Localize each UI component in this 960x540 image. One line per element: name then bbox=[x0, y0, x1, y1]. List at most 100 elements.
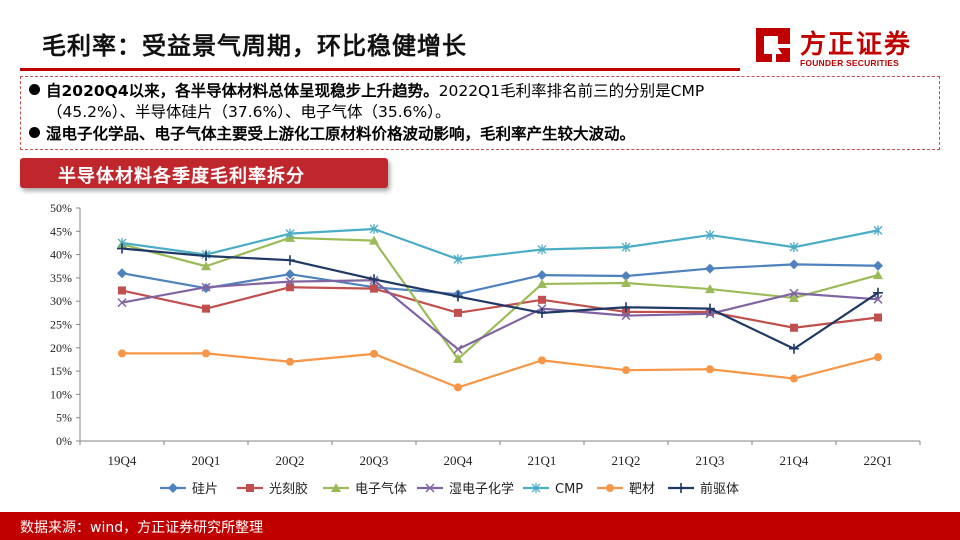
data-point-7 bbox=[369, 274, 379, 285]
legend-marker bbox=[676, 483, 686, 493]
data-point-7 bbox=[873, 287, 883, 298]
y-tick-label: 0% bbox=[56, 434, 72, 448]
series-line-7 bbox=[121, 247, 879, 350]
data-point-2 bbox=[286, 283, 294, 292]
footer-bar: 数据来源：wind，方正证券研究所整理 bbox=[0, 512, 960, 540]
summary-bullet-2: 湿电子化学品、电子气体主要受上游化工原材料价格波动影响，毛利率产生较大波动。 bbox=[29, 124, 635, 145]
founder-logo-icon bbox=[756, 28, 790, 62]
bullet-dot-icon bbox=[29, 127, 40, 138]
x-tick-label: 20Q2 bbox=[276, 453, 305, 468]
y-tick-label: 30% bbox=[50, 294, 72, 308]
bullet-2-text: 湿电子化学品、电子气体主要受上游化工原材料价格波动影响，毛利率产生较大波动。 bbox=[46, 125, 636, 143]
data-point-3 bbox=[537, 278, 547, 288]
data-point-2 bbox=[370, 284, 378, 293]
data-point-6 bbox=[790, 374, 798, 383]
x-tick-label: 21Q2 bbox=[612, 453, 641, 468]
data-point-5 bbox=[789, 242, 799, 253]
y-tick-label: 20% bbox=[50, 341, 72, 355]
series-line-6 bbox=[122, 352, 879, 389]
legend-label: 湿电子化学 bbox=[449, 481, 514, 497]
x-tick-label: 20Q4 bbox=[444, 453, 473, 468]
series-line-2 bbox=[121, 286, 879, 329]
bullet-1-rest: 2022Q1毛利率排名前三的分别是CMP bbox=[438, 82, 705, 100]
data-point-6 bbox=[370, 349, 378, 358]
chart-title-banner: 半导体材料各季度毛利率拆分 bbox=[20, 158, 388, 188]
chart-title: 半导体材料各季度毛利率拆分 bbox=[58, 166, 305, 187]
data-point-6 bbox=[874, 353, 882, 362]
legend-label: 电子气体 bbox=[355, 481, 407, 497]
data-point-4 bbox=[201, 282, 211, 292]
x-tick-label: 21Q1 bbox=[528, 453, 557, 468]
x-tick-label: 20Q3 bbox=[360, 453, 389, 468]
logo-name-en: FOUNDER SECURITIES bbox=[800, 58, 899, 68]
data-point-3 bbox=[873, 270, 883, 280]
data-point-2 bbox=[874, 313, 882, 322]
data-point-5 bbox=[537, 244, 547, 255]
data-point-1 bbox=[117, 268, 127, 279]
data-point-2 bbox=[118, 286, 126, 295]
data-point-7 bbox=[789, 343, 799, 354]
data-point-3 bbox=[369, 235, 379, 245]
data-point-4 bbox=[621, 311, 631, 321]
y-tick-label: 15% bbox=[50, 364, 72, 378]
legend-label: 硅片 bbox=[192, 482, 218, 497]
data-point-4 bbox=[285, 277, 295, 287]
data-point-1 bbox=[285, 269, 295, 280]
y-tick-label: 50% bbox=[50, 201, 72, 215]
legend-marker bbox=[168, 483, 178, 493]
x-tick-label: 19Q4 bbox=[108, 453, 137, 468]
data-point-6 bbox=[538, 356, 546, 365]
data-point-7 bbox=[705, 303, 715, 314]
legend-marker bbox=[531, 483, 541, 493]
data-point-7 bbox=[285, 255, 295, 266]
data-point-4 bbox=[453, 344, 463, 354]
x-tick-label: 21Q4 bbox=[780, 453, 809, 468]
data-point-1 bbox=[537, 270, 547, 281]
data-point-3 bbox=[453, 353, 463, 363]
data-point-3 bbox=[621, 278, 631, 288]
data-point-1 bbox=[705, 263, 715, 274]
title-divider bbox=[20, 68, 740, 71]
y-tick-label: 40% bbox=[50, 248, 72, 262]
data-point-5 bbox=[873, 225, 883, 236]
y-tick-label: 10% bbox=[50, 387, 72, 401]
data-point-5 bbox=[285, 228, 295, 239]
data-point-2 bbox=[454, 308, 462, 317]
series-line-5 bbox=[121, 227, 879, 261]
data-point-3 bbox=[201, 261, 211, 271]
data-point-6 bbox=[118, 349, 126, 358]
data-point-7 bbox=[537, 307, 547, 318]
data-point-6 bbox=[202, 349, 210, 358]
data-point-1 bbox=[873, 260, 883, 271]
data-point-1 bbox=[621, 271, 631, 282]
data-point-7 bbox=[453, 291, 463, 302]
y-tick-label: 35% bbox=[50, 271, 72, 285]
legend-label: CMP bbox=[555, 482, 583, 497]
data-source: 数据来源：wind，方正证券研究所整理 bbox=[20, 520, 264, 536]
series-line-4 bbox=[121, 279, 879, 351]
data-point-7 bbox=[621, 302, 631, 313]
data-point-4 bbox=[873, 294, 883, 304]
data-point-6 bbox=[706, 365, 714, 374]
data-point-6 bbox=[454, 383, 462, 392]
y-tick-label: 25% bbox=[50, 318, 72, 332]
data-point-1 bbox=[789, 259, 799, 270]
data-point-6 bbox=[622, 366, 630, 375]
data-point-5 bbox=[621, 242, 631, 253]
legend-label: 靶材 bbox=[629, 482, 655, 497]
data-point-2 bbox=[538, 295, 546, 304]
y-tick-label: 45% bbox=[50, 224, 72, 238]
summary-box: 自2020Q4以来，各半导体材料总体呈现稳步上升趋势。2022Q1毛利率排名前三… bbox=[20, 76, 940, 150]
data-point-3 bbox=[789, 292, 799, 302]
page-title: 毛利率：受益景气周期，环比稳健增长 bbox=[42, 32, 467, 60]
series-line-1 bbox=[121, 263, 879, 296]
legend-label: 前驱体 bbox=[700, 481, 739, 497]
data-point-4 bbox=[117, 298, 127, 308]
legend-marker bbox=[425, 483, 435, 493]
logo-name-cn: 方正证券 bbox=[800, 30, 913, 60]
y-tick-label: 5% bbox=[56, 411, 72, 425]
company-logo: 方正证券 FOUNDER SECURITIES bbox=[752, 18, 922, 70]
x-tick-label: 22Q1 bbox=[864, 453, 893, 468]
legend-marker bbox=[246, 484, 254, 492]
